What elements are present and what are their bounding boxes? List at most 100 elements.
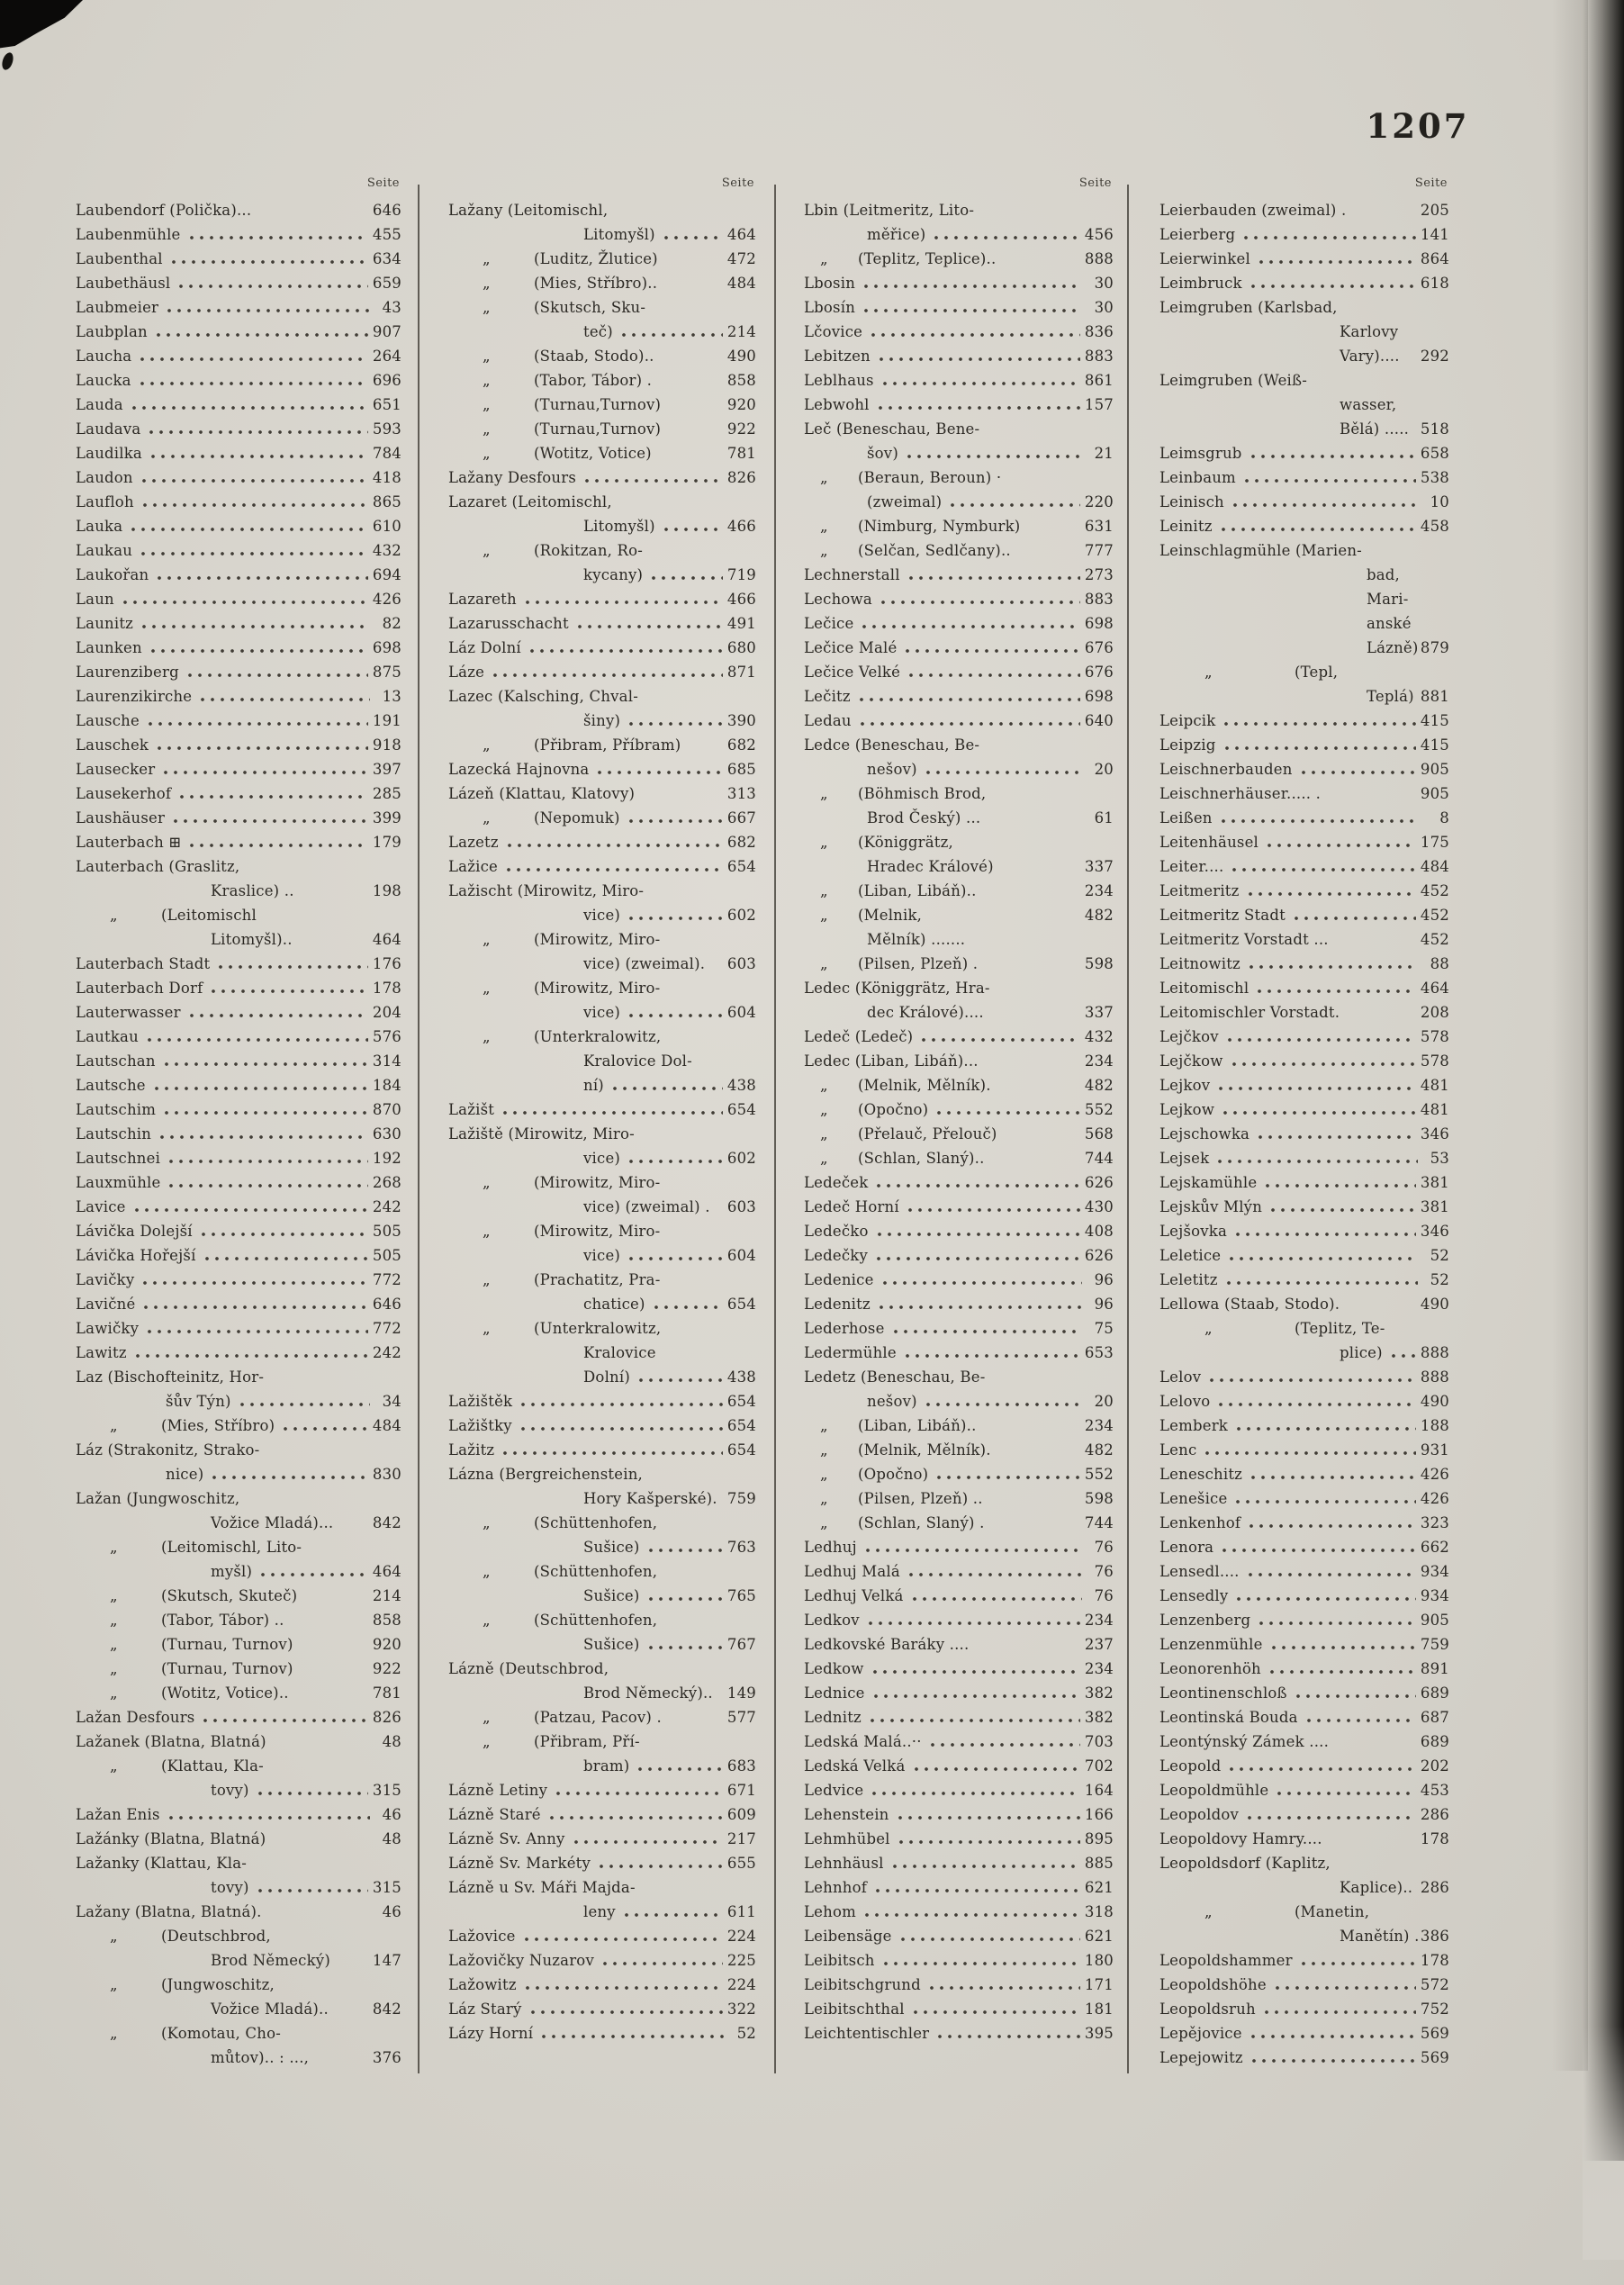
index-row: Leopoldshammer 178 xyxy=(1159,1948,1449,1973)
index-row: Sušice) 765 xyxy=(448,1584,756,1608)
entry-name: Lečice Malé xyxy=(804,639,898,656)
entry-page-number: 781 xyxy=(726,445,756,462)
index-row: Lechnerstall 273 xyxy=(804,563,1114,587)
entry-page-number: 82 xyxy=(382,615,401,632)
entry-page-number: 346 xyxy=(1420,1223,1449,1240)
index-row: „ (Selčan, Sedlčany).. 777 xyxy=(804,538,1114,563)
ditto-mark: „ xyxy=(483,420,491,438)
entry-page-number: 830 xyxy=(372,1466,401,1483)
entry-name: Sušice) xyxy=(583,1539,640,1556)
entry-name: Launken xyxy=(76,639,142,656)
ditto-mark: „ xyxy=(1204,664,1213,681)
entry-name: Lenora xyxy=(1159,1539,1214,1556)
dot-leader xyxy=(601,1960,723,1968)
dot-leader xyxy=(131,526,368,534)
entry-name: Lenc xyxy=(1159,1441,1197,1459)
dot-leader xyxy=(1247,1814,1416,1822)
index-row: Leischnerhäuser..... . 905 xyxy=(1159,781,1449,806)
entry-name: Leletitz xyxy=(1159,1271,1218,1288)
ditto-mark: „ xyxy=(483,1223,491,1240)
dot-leader xyxy=(142,1279,368,1287)
index-row: Laudilka 784 xyxy=(76,441,401,465)
index-row: „ (Tabor, Tábor) . 858 xyxy=(448,368,756,393)
entry-page-number: 490 xyxy=(726,348,756,365)
ditto-mark: „ xyxy=(820,518,828,535)
dot-leader xyxy=(1217,1158,1418,1166)
dot-leader xyxy=(140,550,368,558)
index-row: Lázy Horní 52 xyxy=(448,2021,756,2046)
entry-page-number: 408 xyxy=(1084,1223,1114,1240)
dot-leader xyxy=(867,1620,1080,1628)
dot-leader xyxy=(149,429,368,437)
entry-name: Ledkov xyxy=(804,1612,860,1629)
index-row: Ledce (Beneschau, Be- xyxy=(804,733,1114,757)
entry-page-number: 381 xyxy=(1420,1174,1449,1191)
dot-leader xyxy=(163,1061,368,1069)
entry-page-number: 934 xyxy=(1420,1587,1449,1604)
entry-page-number: 224 xyxy=(726,1928,756,1945)
entry-name: (Leitomischl xyxy=(161,907,257,924)
index-row: „ (Opočno) 552 xyxy=(804,1462,1114,1486)
entry-page-number: 576 xyxy=(372,1028,401,1045)
scan-artifact-corner-blob xyxy=(0,0,83,49)
index-row: šův Týn) 34 xyxy=(76,1389,401,1413)
entry-page-number: 654 xyxy=(726,1417,756,1434)
index-row: „ (Mies, Stříbro) 484 xyxy=(76,1413,401,1438)
ditto-mark: „ xyxy=(820,250,828,267)
dot-leader xyxy=(637,1377,723,1385)
entry-page-number: 698 xyxy=(1084,688,1114,705)
entry-name: Leierbauden (zweimal) . xyxy=(1159,202,1347,219)
dot-leader xyxy=(1274,1984,1416,1992)
index-row: Ledhuj 76 xyxy=(804,1535,1114,1559)
index-row: Lázně) 879 xyxy=(1159,636,1449,660)
dot-leader xyxy=(143,1304,368,1312)
index-row: „ (Komotau, Cho- xyxy=(76,2021,401,2046)
entry-page-number: 214 xyxy=(726,323,756,340)
entry-name: (Königgrätz, xyxy=(858,834,953,851)
index-row: Ledhuj Velká 76 xyxy=(804,1584,1114,1608)
index-row: Ledenitz 96 xyxy=(804,1292,1114,1316)
entry-page-number: 482 xyxy=(1084,1441,1114,1459)
entry-name: Láz Starý xyxy=(448,2001,522,2018)
index-row: Lenzenmühle 759 xyxy=(1159,1632,1449,1657)
entry-page-number: 631 xyxy=(1084,518,1114,535)
entry-page-number: 864 xyxy=(1420,250,1449,267)
entry-page-number: 772 xyxy=(372,1320,401,1337)
entry-name: Lauxmühle xyxy=(76,1174,161,1191)
entry-name: Leierberg xyxy=(1159,226,1236,243)
entry-page-number: 662 xyxy=(1420,1539,1449,1556)
index-entry-list: Leierbauden (zweimal) . 205 Leierberg 141 Le… xyxy=(1159,198,1449,2070)
entry-name: (Komotau, Cho- xyxy=(161,2025,281,2042)
entry-page-number: 452 xyxy=(1420,882,1449,899)
index-row: Lauterwasser 204 xyxy=(76,1000,401,1025)
entry-page-number: 234 xyxy=(1084,1417,1114,1434)
dot-leader xyxy=(1236,1595,1416,1603)
entry-name: (zweimal) xyxy=(867,493,943,510)
dot-leader xyxy=(905,647,1080,655)
index-row: Lavice 242 xyxy=(76,1195,401,1219)
ditto-mark: „ xyxy=(820,882,828,899)
entry-name: Leimgruben (Weiß- xyxy=(1159,372,1308,389)
entry-page-number: 640 xyxy=(1084,712,1114,729)
index-row: Launitz 82 xyxy=(76,611,401,636)
index-row: Lauterbach Stadt 176 xyxy=(76,952,401,976)
index-row: Lazecká Hajnovna 685 xyxy=(448,757,756,781)
index-row: Lehenstein 166 xyxy=(804,1802,1114,1827)
entry-name: Leopoldovy Hamry.... xyxy=(1159,1830,1322,1847)
entry-name: (Böhmisch Brod, xyxy=(858,785,987,802)
dot-leader xyxy=(651,574,723,583)
dot-leader xyxy=(876,1255,1080,1263)
dot-leader xyxy=(911,1595,1082,1603)
index-row: „ (Prachatitz, Pra- xyxy=(448,1268,756,1292)
entry-name: Lažánky (Blatna, Blatná) xyxy=(76,1830,266,1847)
entry-page-number: 621 xyxy=(1084,1928,1114,1945)
entry-name: Leinschlagmühle (Marien- xyxy=(1159,542,1362,559)
dot-leader xyxy=(153,1085,368,1093)
entry-name: Lažitz xyxy=(448,1441,495,1459)
entry-name: Laushäuser xyxy=(76,809,166,826)
index-row: „ (Schüttenhofen, xyxy=(448,1608,756,1632)
entry-name: Lepejowitz xyxy=(1159,2049,1243,2066)
entry-page-number: 46 xyxy=(382,1903,401,1920)
entry-name: Lenkenhof xyxy=(1159,1514,1241,1531)
